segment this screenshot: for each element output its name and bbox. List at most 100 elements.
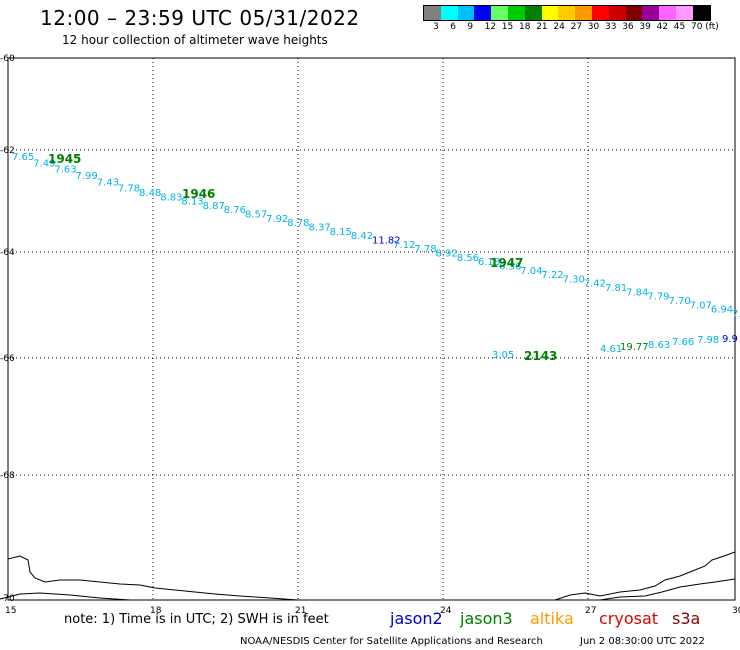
color-scale-label: 3 xyxy=(433,22,439,32)
color-scale-label: 12 xyxy=(484,22,497,32)
wave-height-value: 8.37 xyxy=(308,223,330,234)
wave-height-value: 8.15 xyxy=(330,227,352,238)
wave-height-value: 7.63 xyxy=(54,165,76,176)
wave-height-value: 8.13 xyxy=(181,197,203,208)
wave-height-value: 7.81 xyxy=(605,283,627,294)
satellite-legend-item: cryosat xyxy=(599,609,659,628)
wave-height-value: 7.92 xyxy=(266,214,288,225)
wave-height-value: 8.63 xyxy=(648,340,670,351)
x-tick-label: 15 xyxy=(5,606,16,616)
pass-number: 1946 xyxy=(182,187,215,201)
wave-height-value: 8.92 xyxy=(436,248,458,259)
wave-height-value: 6.36 xyxy=(499,261,521,272)
color-scale-label: 42 xyxy=(656,22,669,32)
color-swatch xyxy=(507,6,525,20)
color-swatch xyxy=(440,6,458,20)
color-swatch xyxy=(524,6,542,20)
wave-height-value: 8.76 xyxy=(224,205,246,216)
y-tick-label: -68 xyxy=(0,471,15,481)
wave-height-value: 7.78 xyxy=(414,244,436,255)
color-swatch xyxy=(659,6,676,20)
color-scale-label: 15 xyxy=(501,22,514,32)
wave-height-value: 7.49 xyxy=(33,158,55,169)
pass-number: 1947 xyxy=(490,256,523,270)
wave-height-value: 7.98 xyxy=(697,335,719,346)
color-swatch xyxy=(424,6,441,20)
wave-height-value: 7.22 xyxy=(541,270,563,281)
y-tick-label: -70 xyxy=(0,594,15,604)
altimeter-tracks: 7.657.497.637.997.437.788.488.838.138.87… xyxy=(12,152,740,363)
wave-height-value: 8.56 xyxy=(457,253,479,264)
wave-height-value: 7.07 xyxy=(690,300,712,311)
wave-height-value: 7.70 xyxy=(668,296,690,307)
y-tick-label: -62 xyxy=(0,146,15,156)
x-tick-label: 18 xyxy=(150,606,162,616)
wave-height-value: 7.79 xyxy=(647,292,669,303)
color-swatch xyxy=(642,6,660,20)
coastline-west-lower xyxy=(0,592,131,601)
color-swatch xyxy=(491,6,508,20)
color-scale-label: 27 xyxy=(570,22,583,32)
wave-height-value: 8.48 xyxy=(139,188,161,199)
footer-timestamp: Jun 2 08:30:00 UTC 2022 xyxy=(580,636,705,647)
wave-height-value: 8.87 xyxy=(203,201,225,212)
wave-height-value: 8.42 xyxy=(351,231,373,242)
wave-height-value: 19.77 xyxy=(620,342,649,353)
coastline xyxy=(0,551,736,601)
satellite-legend-item: jason3 xyxy=(460,609,513,628)
wave-height-value: 7.78 xyxy=(118,184,140,195)
wave-height-value: 7.12 xyxy=(393,240,415,251)
map-frame xyxy=(7,57,736,601)
color-swatch xyxy=(692,6,710,20)
color-swatch xyxy=(625,6,643,20)
color-swatch xyxy=(474,6,492,20)
wave-height-value: 7.42 xyxy=(584,279,606,290)
color-swatch xyxy=(457,6,475,20)
wave-height-value: 4.61 xyxy=(600,344,622,355)
satellite-legend-item: jason2 xyxy=(390,609,443,628)
x-tick-label: 30 xyxy=(732,606,740,616)
y-tick-label: -60 xyxy=(0,54,15,64)
wave-height-value: 7.99 xyxy=(76,171,98,182)
satellite-legend-item: s3a xyxy=(672,609,701,628)
wave-height-value: 11.82 xyxy=(372,236,401,247)
wave-height-value: 6.94 xyxy=(711,305,733,316)
color-swatch xyxy=(608,6,626,20)
color-scale-label: (ft) xyxy=(705,22,719,32)
color-scale-label: 33 xyxy=(605,22,617,32)
wave-height-value: 7.65 xyxy=(12,152,34,163)
color-scale-label: 18 xyxy=(519,22,531,32)
color-scale-bar xyxy=(423,5,711,21)
color-swatch xyxy=(541,6,559,20)
color-swatch xyxy=(591,6,609,20)
wave-height-value: 7.9 xyxy=(732,309,740,320)
wave-height-value: 7.30 xyxy=(563,274,585,285)
wave-height-value: 7.43 xyxy=(97,177,119,188)
map-title: 12:00 – 23:59 UTC 05/31/2022 xyxy=(40,6,360,30)
map-grid xyxy=(7,57,736,601)
wave-height-value: 8.83 xyxy=(160,192,182,203)
color-scale-label: 45 xyxy=(673,22,686,32)
wave-height-value: 7.84 xyxy=(626,287,648,298)
color-scale-label: 39 xyxy=(639,22,651,32)
map-subtitle: 12 hour collection of altimeter wave hei… xyxy=(62,33,328,47)
wave-height-value: 8.57 xyxy=(245,210,267,221)
color-swatch xyxy=(575,6,592,20)
coastline-east-lower xyxy=(599,578,736,601)
axis-labels: 15 18 21 24 27 30 -60 -62 -64 -66 -68 -70 xyxy=(0,54,740,616)
color-swatch xyxy=(558,6,576,20)
coastline-west xyxy=(7,555,299,601)
satellite-legend-item: altika xyxy=(530,609,574,628)
color-scale-label: 36 xyxy=(622,22,634,32)
x-tick-label: 27 xyxy=(585,606,596,616)
color-scale-label: 70 xyxy=(691,22,703,32)
wave-height-value: 3.05 xyxy=(492,350,514,361)
x-tick-label: 21 xyxy=(295,606,306,616)
coastline-east xyxy=(554,551,736,601)
color-scale-label: 21 xyxy=(536,22,548,32)
wave-height-value: 8.78 xyxy=(287,218,309,229)
wave-height-value: 9.9 xyxy=(722,334,738,345)
wave-height-value: 6.18 xyxy=(478,257,500,268)
pass-number: 1945 xyxy=(48,152,81,166)
